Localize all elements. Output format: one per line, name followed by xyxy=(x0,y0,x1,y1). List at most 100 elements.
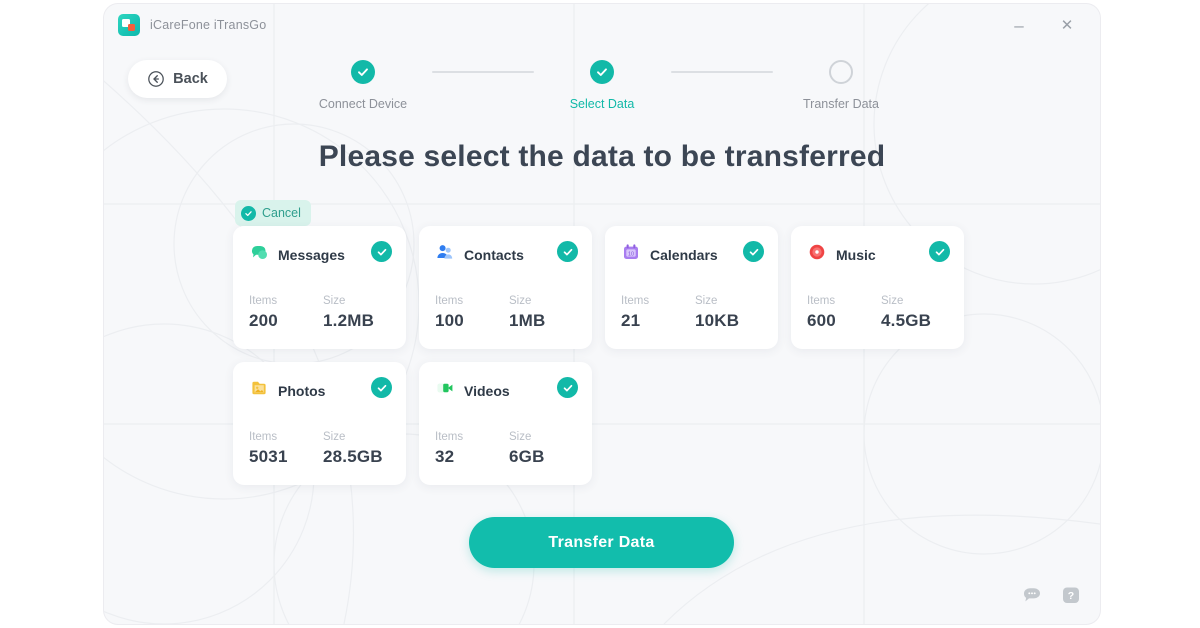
step-connect-device[interactable]: Connect Device xyxy=(295,60,432,111)
stat-label-items: Items xyxy=(249,295,278,307)
data-card-messages[interactable]: Messages Items 200 Size 1.2MB xyxy=(233,226,406,349)
stat-value-items: 21 xyxy=(621,311,641,330)
card-header: Messages xyxy=(249,242,390,267)
step-connect-device-dot xyxy=(351,60,375,84)
card-stats: Items 32 Size 6GB xyxy=(435,431,583,467)
card-selected-check[interactable] xyxy=(557,241,578,262)
card-selected-check[interactable] xyxy=(557,377,578,398)
photos-folder-icon xyxy=(249,378,269,403)
music-disc-icon xyxy=(807,242,827,267)
card-stat-items: Items 32 xyxy=(435,431,509,467)
step-connector-2 xyxy=(670,71,773,73)
data-card-contacts[interactable]: Contacts Items 100 Size 1MB xyxy=(419,226,592,349)
card-selected-check[interactable] xyxy=(371,377,392,398)
card-stat-size: Size 4.5GB xyxy=(881,295,955,331)
card-stats: Items 21 Size 10KB xyxy=(621,295,769,331)
card-stat-size: Size 1MB xyxy=(509,295,583,331)
step-transfer-data[interactable]: Transfer Data xyxy=(773,60,910,111)
chat-bubble-icon[interactable] xyxy=(1021,584,1043,606)
card-title: Music xyxy=(836,246,876,263)
check-icon xyxy=(597,68,607,76)
app-title: iCareFone iTransGo xyxy=(150,18,267,32)
progress-stepper: Connect Device Select Data Transfer Data xyxy=(104,60,1100,111)
card-selected-check[interactable] xyxy=(371,241,392,262)
contacts-person-icon xyxy=(435,242,455,267)
window-controls: – ✕ xyxy=(1008,14,1086,36)
card-selected-check[interactable] xyxy=(743,241,764,262)
video-camera-icon xyxy=(435,378,455,403)
card-title: Contacts xyxy=(464,246,524,263)
stat-label-size: Size xyxy=(323,295,346,307)
transfer-data-button[interactable]: Transfer Data xyxy=(469,517,734,568)
card-stat-size: Size 6GB xyxy=(509,431,583,467)
card-stats: Items 5031 Size 28.5GB xyxy=(249,431,397,467)
stat-label-items: Items xyxy=(435,431,464,443)
step-select-data-label: Select Data xyxy=(569,97,635,111)
stat-label-size: Size xyxy=(509,295,532,307)
card-title: Photos xyxy=(278,382,326,399)
stat-value-size: 4.5GB xyxy=(881,311,932,330)
stat-value-size: 6GB xyxy=(509,447,545,466)
step-select-data[interactable]: Select Data xyxy=(534,60,671,111)
stat-label-items: Items xyxy=(807,295,836,307)
step-select-data-dot xyxy=(590,60,614,84)
check-icon xyxy=(358,68,368,76)
stat-label-size: Size xyxy=(881,295,904,307)
stat-value-size: 1.2MB xyxy=(323,311,375,330)
stat-value-items: 32 xyxy=(435,447,455,466)
cancel-selection-chip[interactable]: Cancel xyxy=(235,200,311,226)
step-connect-device-label: Connect Device xyxy=(318,97,408,111)
stat-value-items: 600 xyxy=(807,311,836,330)
help-question-icon[interactable]: ? xyxy=(1060,584,1082,606)
data-card-music[interactable]: Music Items 600 Size 4.5GB xyxy=(791,226,964,349)
card-stat-size: Size 1.2MB xyxy=(323,295,397,331)
card-header: 10 Calendars xyxy=(621,242,762,267)
card-header: Music xyxy=(807,242,948,267)
step-transfer-data-dot xyxy=(829,60,853,84)
card-stat-items: Items 5031 xyxy=(249,431,323,467)
stat-value-size: 1MB xyxy=(509,311,546,330)
data-type-grid: Messages Items 200 Size 1.2MB xyxy=(233,226,975,485)
card-header: Videos xyxy=(435,378,576,403)
card-header: Contacts xyxy=(435,242,576,267)
itransgo-logo-icon xyxy=(118,14,140,36)
cancel-chip-label: Cancel xyxy=(262,206,301,220)
stat-label-items: Items xyxy=(249,431,278,443)
card-stat-items: Items 100 xyxy=(435,295,509,331)
svg-text:?: ? xyxy=(1068,590,1074,602)
title-bar: iCareFone iTransGo – ✕ xyxy=(104,4,1100,46)
step-transfer-data-label: Transfer Data xyxy=(803,97,879,111)
card-title: Videos xyxy=(464,382,510,399)
data-card-calendars[interactable]: 10 Calendars Items 21 Size 10KB xyxy=(605,226,778,349)
stat-label-size: Size xyxy=(695,295,718,307)
stat-value-items: 200 xyxy=(249,311,278,330)
svg-text:10: 10 xyxy=(628,251,634,257)
footer-icons: ? xyxy=(1021,584,1082,606)
card-stat-size: Size 28.5GB xyxy=(323,431,397,467)
minimize-button[interactable]: – xyxy=(1014,15,1024,35)
stat-value-size: 10KB xyxy=(695,311,740,330)
card-stats: Items 100 Size 1MB xyxy=(435,295,583,331)
card-title: Calendars xyxy=(650,246,718,263)
stat-value-items: 5031 xyxy=(249,447,288,466)
card-title: Messages xyxy=(278,246,345,263)
card-selected-check[interactable] xyxy=(929,241,950,262)
stat-label-size: Size xyxy=(509,431,532,443)
stat-label-size: Size xyxy=(323,431,346,443)
card-stat-size: Size 10KB xyxy=(695,295,769,331)
card-stat-items: Items 600 xyxy=(807,295,881,331)
data-card-photos[interactable]: Photos Items 5031 Size 28.5GB xyxy=(233,362,406,485)
card-stat-items: Items 21 xyxy=(621,295,695,331)
stat-value-size: 28.5GB xyxy=(323,447,383,466)
step-connector-1 xyxy=(431,71,534,73)
card-header: Photos xyxy=(249,378,390,403)
card-stats: Items 600 Size 4.5GB xyxy=(807,295,955,331)
app-window: iCareFone iTransGo – ✕ Back Connect Devi… xyxy=(104,4,1100,624)
stat-label-items: Items xyxy=(621,295,650,307)
close-button[interactable]: ✕ xyxy=(1060,16,1074,34)
card-stat-items: Items 200 xyxy=(249,295,323,331)
card-stats: Items 200 Size 1.2MB xyxy=(249,295,397,331)
stat-label-items: Items xyxy=(435,295,464,307)
calendar-icon: 10 xyxy=(621,242,641,267)
data-card-videos[interactable]: Videos Items 32 Size 6GB xyxy=(419,362,592,485)
